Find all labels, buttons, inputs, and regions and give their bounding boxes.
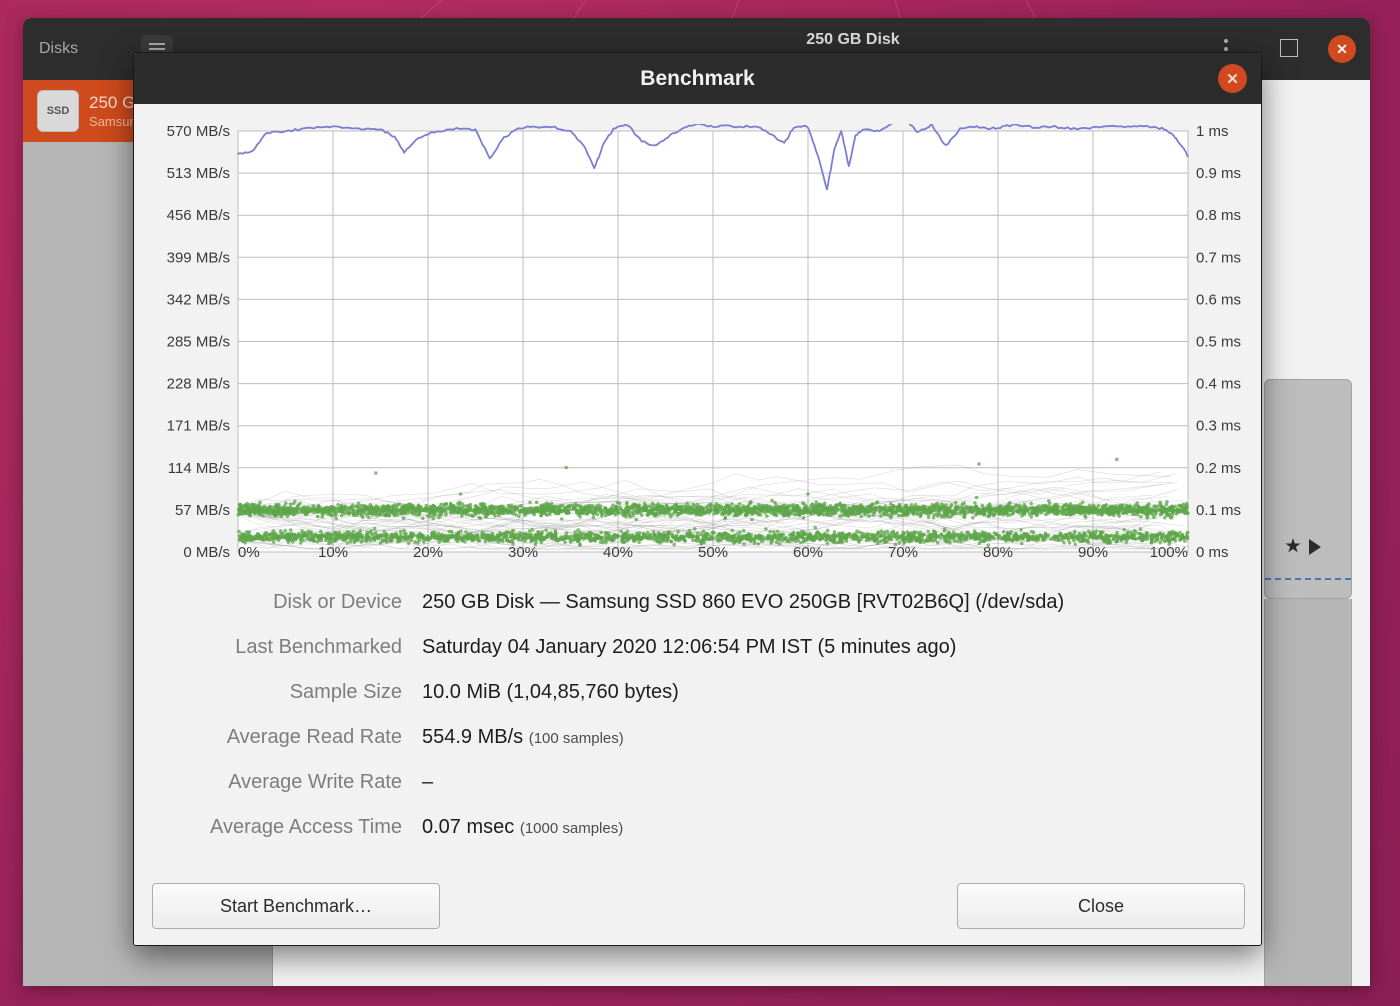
svg-text:171 MB/s: 171 MB/s: [167, 418, 230, 435]
svg-text:57 MB/s: 57 MB/s: [175, 502, 230, 519]
svg-text:0.6 ms: 0.6 ms: [1196, 291, 1241, 308]
svg-text:285 MB/s: 285 MB/s: [167, 334, 230, 351]
svg-text:342 MB/s: 342 MB/s: [167, 291, 230, 308]
svg-text:0.3 ms: 0.3 ms: [1196, 418, 1241, 435]
svg-text:1 ms: 1 ms: [1196, 124, 1229, 140]
svg-text:0.9 ms: 0.9 ms: [1196, 165, 1241, 182]
svg-text:0.4 ms: 0.4 ms: [1196, 376, 1241, 393]
svg-text:20%: 20%: [413, 544, 443, 561]
svg-text:0.8 ms: 0.8 ms: [1196, 207, 1241, 224]
svg-text:114 MB/s: 114 MB/s: [168, 460, 230, 477]
svg-text:570 MB/s: 570 MB/s: [167, 124, 230, 140]
svg-text:0.2 ms: 0.2 ms: [1196, 460, 1241, 477]
svg-text:0 MB/s: 0 MB/s: [183, 544, 230, 561]
svg-text:0.5 ms: 0.5 ms: [1196, 334, 1241, 351]
svg-text:456 MB/s: 456 MB/s: [167, 207, 230, 224]
svg-text:0.1 ms: 0.1 ms: [1196, 502, 1241, 519]
svg-text:0.7 ms: 0.7 ms: [1196, 249, 1241, 266]
svg-text:0 ms: 0 ms: [1196, 544, 1229, 561]
svg-text:30%: 30%: [508, 544, 538, 561]
svg-text:228 MB/s: 228 MB/s: [167, 376, 230, 393]
svg-text:513 MB/s: 513 MB/s: [167, 165, 230, 182]
svg-text:399 MB/s: 399 MB/s: [167, 249, 230, 266]
svg-text:0%: 0%: [238, 544, 260, 561]
